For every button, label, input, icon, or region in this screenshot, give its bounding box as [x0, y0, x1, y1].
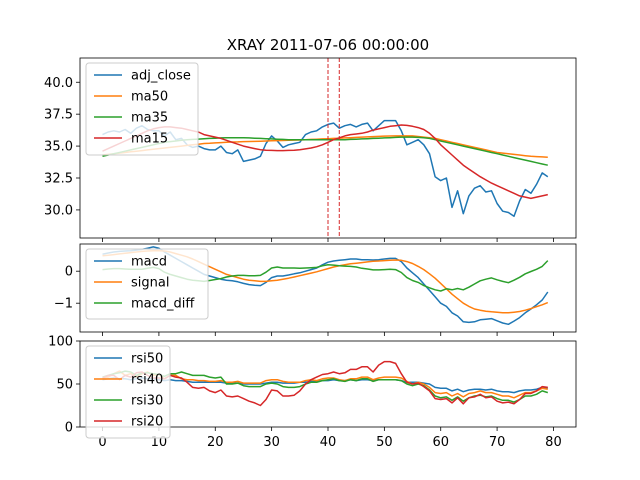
- x-tick-label: 80: [545, 435, 562, 450]
- series-line-rsi20: [102, 360, 548, 407]
- x-tick-label: 60: [432, 435, 449, 450]
- y-tick-label: 32.5: [44, 172, 73, 187]
- legend-label-macd: macd: [131, 255, 167, 270]
- legend: rsi50 rsi40 rsi30 rsi20: [85, 345, 171, 439]
- legend: adj_close ma50 ma35 ma15: [85, 62, 199, 156]
- legend-box: [85, 345, 171, 439]
- series-line-rsi40: [102, 370, 548, 399]
- series-group: [102, 360, 549, 407]
- y-tick-label: 100: [48, 335, 73, 350]
- x-tick-label: 10: [151, 435, 168, 450]
- y-tick-label: 50: [56, 378, 73, 393]
- legend-label-rsi30: rsi30: [131, 394, 163, 409]
- y-tick-label: 0: [65, 265, 73, 280]
- legend-box: [85, 248, 209, 320]
- y-tick-label: 37.5: [44, 108, 73, 123]
- axes-frame: [79, 340, 577, 428]
- x-tick-label: 30: [263, 435, 280, 450]
- y-tick-label: 40.0: [44, 76, 73, 91]
- legend-label-rsi50: rsi50: [131, 352, 163, 367]
- legend-label-signal: signal: [131, 276, 169, 291]
- x-tick-label: 0: [98, 435, 106, 450]
- x-tick-label: 50: [376, 435, 393, 450]
- legend: macd signal macd_diff: [85, 248, 209, 320]
- x-tick-label: 70: [489, 435, 506, 450]
- y-tick-label: −1: [54, 297, 73, 312]
- legend-label-ma15: ma15: [131, 132, 168, 147]
- legend-label-ma50: ma50: [131, 90, 168, 105]
- legend-label-adj_close: adj_close: [131, 69, 191, 84]
- y-tick-label: 0: [65, 421, 73, 436]
- y-tick-label: 30.0: [44, 203, 73, 218]
- panel-1: 30.0 32.5 35.0 37.5 40.0 XRAY 2011-07-06 00:0…: [44, 36, 577, 242]
- legend-label-rsi20: rsi20: [131, 415, 163, 430]
- y-tick-label: 35.0: [44, 140, 73, 155]
- legend-box: [85, 62, 199, 156]
- x-tick-label: 40: [320, 435, 337, 450]
- panel-2: −1 0 macd signal macd_diff: [54, 243, 577, 336]
- axes-frame: [79, 243, 577, 333]
- legend-label-ma35: ma35: [131, 111, 168, 126]
- legend-label-macd_diff: macd_diff: [131, 297, 195, 312]
- chart-title: XRAY 2011-07-06 00:00:00: [227, 36, 429, 54]
- axes-frame: [79, 57, 577, 239]
- legend-label-rsi40: rsi40: [131, 373, 163, 388]
- x-tick-label: 20: [207, 435, 224, 450]
